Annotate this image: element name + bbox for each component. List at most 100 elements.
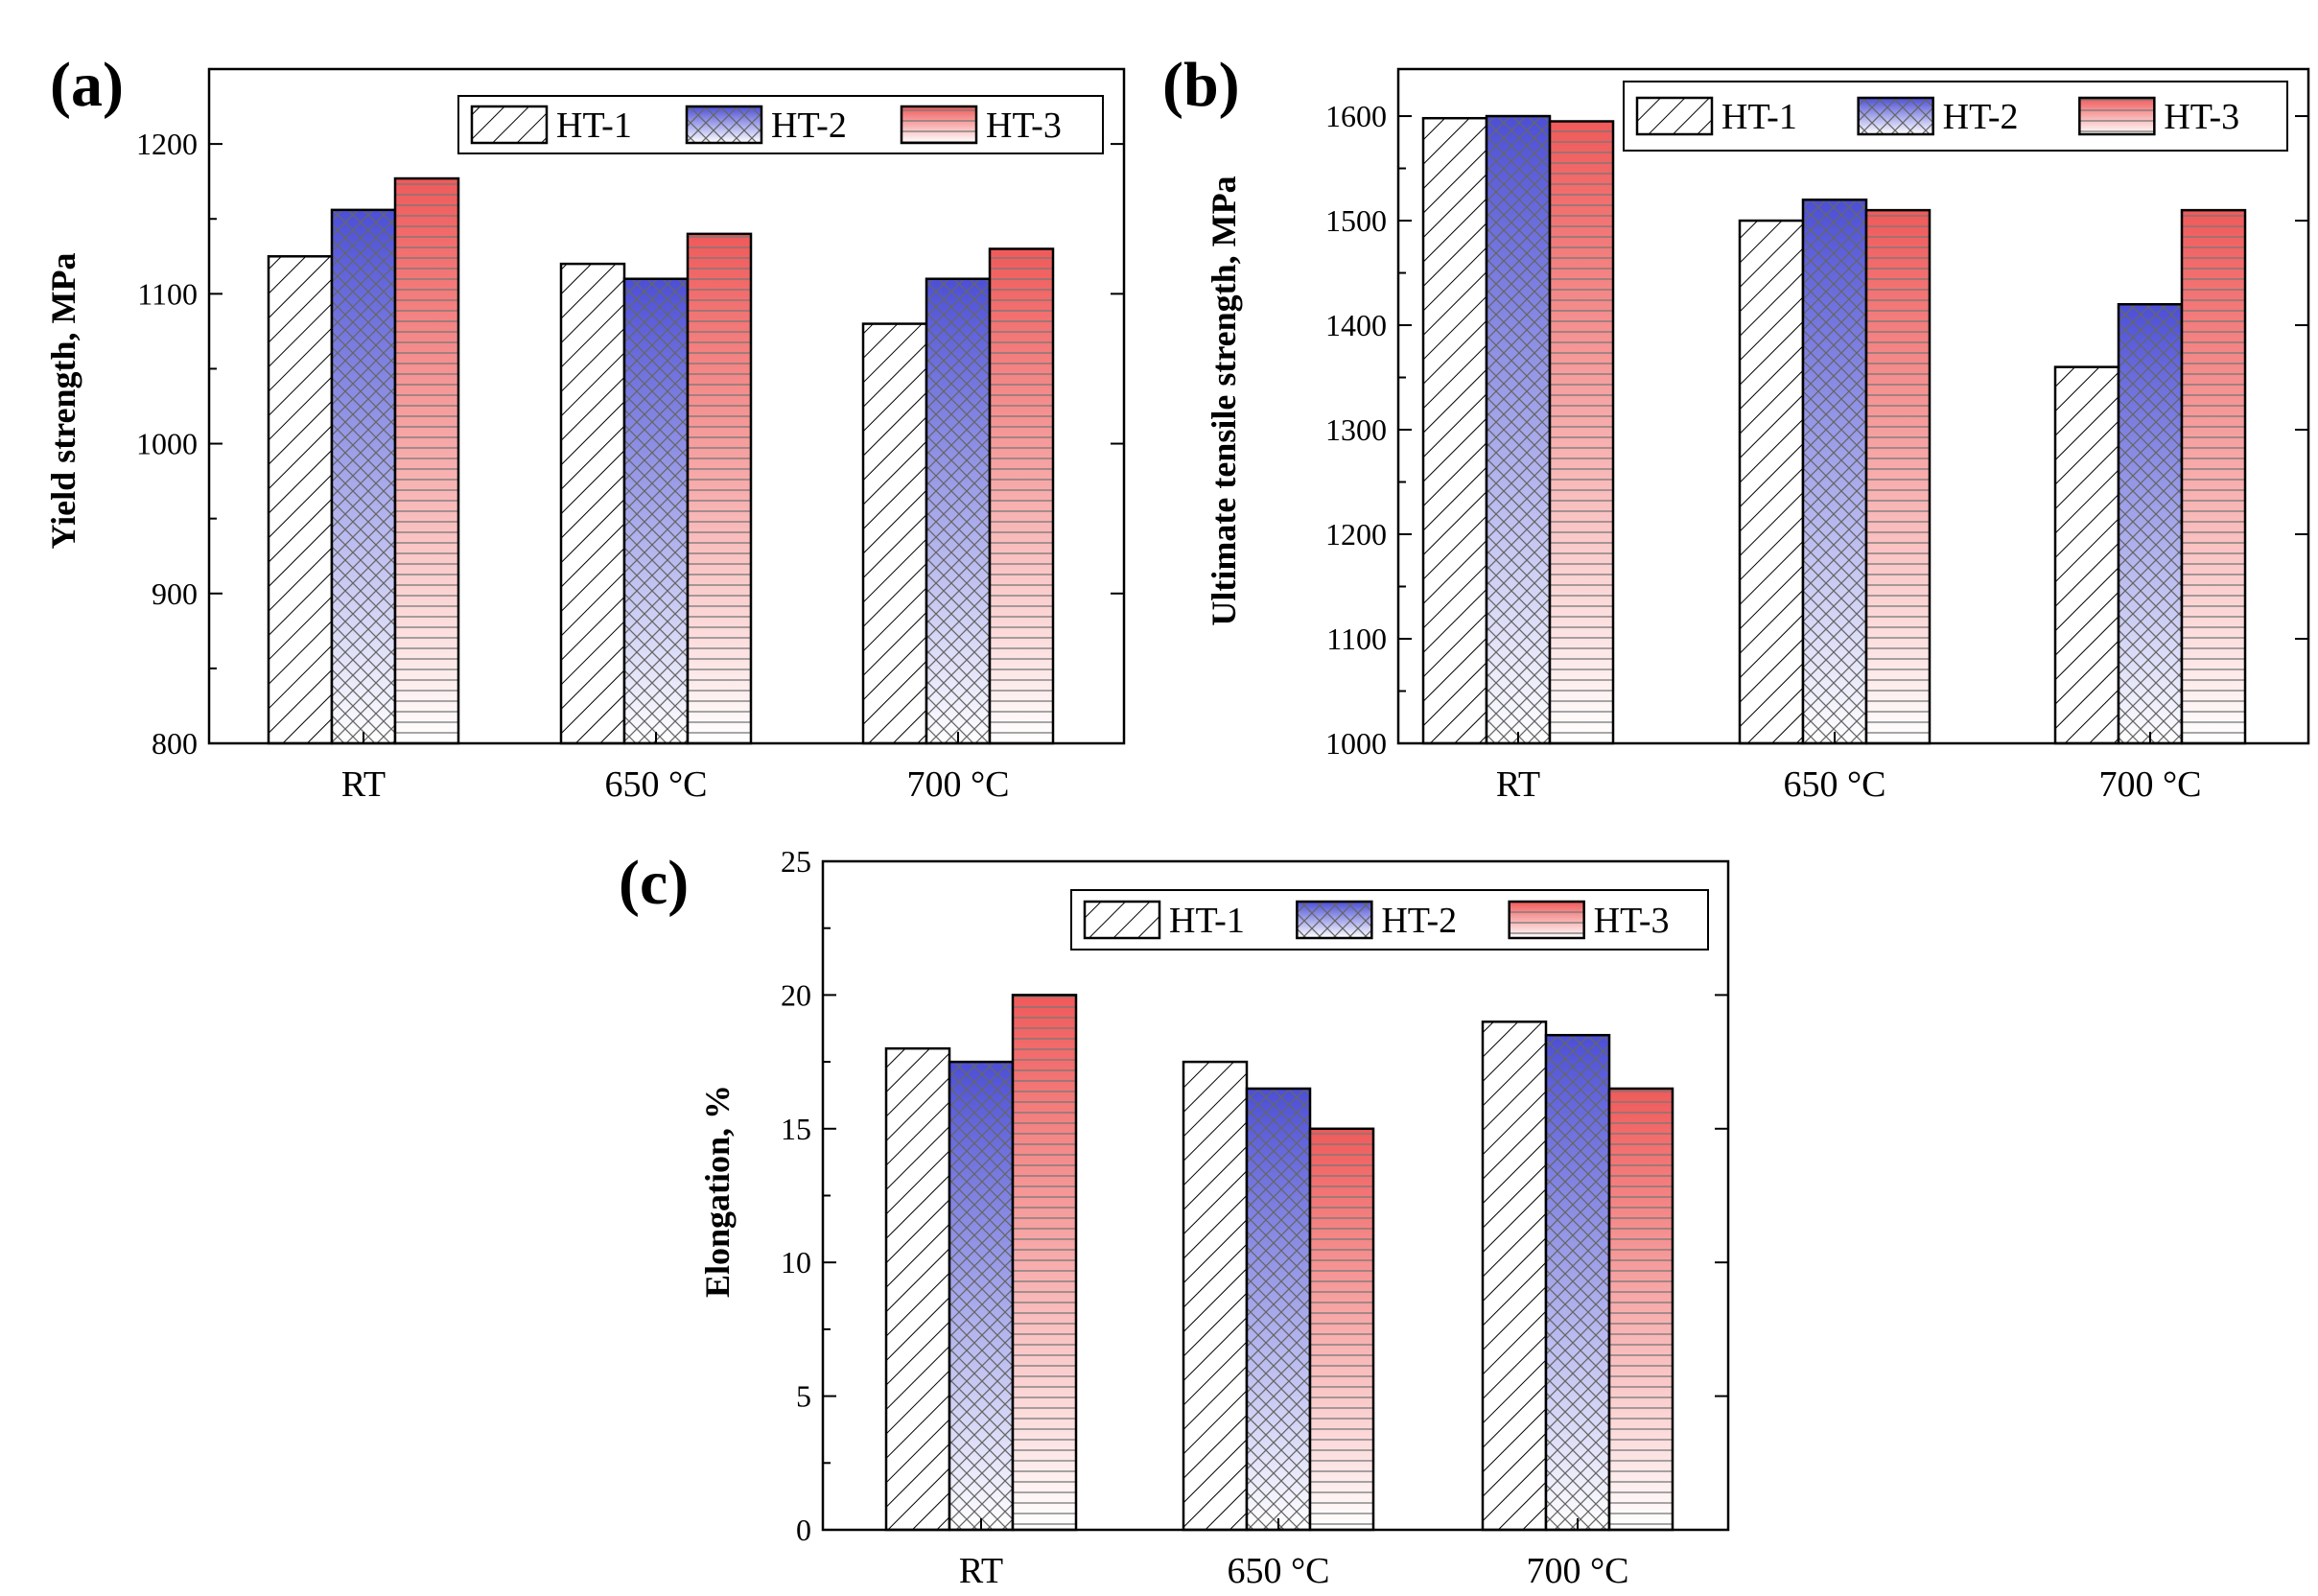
x-axis-c: RT 650 °C 700 °C [959, 1518, 1629, 1591]
bar-pattern [2182, 210, 2245, 744]
bar-ht-1-1 [1421, 116, 1488, 745]
y-tick-label: 1200 [136, 127, 198, 161]
bar-ht-3-2 [1864, 208, 1932, 745]
bar-pattern [1423, 118, 1487, 743]
legend-b: HT-1 HT-2 HT-3 [1623, 81, 2288, 152]
bar-pattern [624, 278, 688, 743]
bar-ht-3-2 [1308, 1127, 1375, 1532]
y-tick-label: 5 [796, 1379, 811, 1414]
y-tick-label: 1200 [1325, 517, 1387, 552]
bar-pattern [1183, 1062, 1247, 1530]
legend-swatch-outline [1296, 900, 1373, 940]
panel-c: (c) Elongation, % 0 5 10 15 20 25 RT 650 °C 700… [619, 844, 1730, 1591]
bar-ht-1-2 [1738, 219, 1805, 745]
legend-label: HT-2 [771, 106, 847, 146]
bar-ht-1-2 [1182, 1060, 1249, 1532]
panel-b: (b) Ultimate tensile strength, MPa 1000 1… [1162, 50, 2310, 805]
bar-ht-2-3 [1544, 1033, 1611, 1532]
bar-ht-1-1 [884, 1046, 951, 1532]
y-tick-label: 800 [152, 726, 198, 761]
bar-pattern [1310, 1128, 1373, 1530]
bars-b [1421, 114, 2247, 745]
y-tick-label: 1000 [1325, 726, 1387, 761]
bar-pattern [990, 248, 1053, 743]
y-tick-label: 10 [781, 1245, 811, 1279]
legend-label: HT-1 [1721, 97, 1797, 137]
y-tick-label: 1100 [1326, 622, 1387, 656]
x-tick-label: RT [959, 1551, 1003, 1591]
x-tick-label: RT [341, 764, 386, 805]
bar-pattern [1483, 1021, 1546, 1530]
y-tick-label: 0 [796, 1513, 811, 1547]
y-tick-label: 25 [781, 844, 811, 879]
legend-swatch-outline [2078, 96, 2156, 136]
bar-pattern [332, 209, 395, 744]
panel-label-c: (c) [619, 848, 689, 918]
legend-swatch-outline [1635, 96, 1714, 136]
legend-swatch-pattern [687, 106, 761, 143]
y-tick-label: 1500 [1325, 203, 1387, 238]
legend-box [457, 95, 1104, 154]
y-axis-title-a: Yield strength, MPa [44, 253, 82, 550]
legend-label: HT-3 [2164, 97, 2239, 137]
bar-ht-2-1 [948, 1060, 1015, 1532]
bar-pattern [1866, 210, 1930, 744]
legend-swatch-pattern [901, 106, 976, 143]
legend-swatch-outline [470, 105, 549, 145]
plot-frame-a [207, 67, 1126, 745]
legend-swatch-pattern [2079, 98, 2155, 134]
panel-label-b: (b) [1162, 50, 1240, 120]
bar-pattern [1609, 1088, 1673, 1530]
y-axis-a: 800 900 1000 1100 1200 [136, 127, 1124, 761]
bar-ht-2-2 [622, 277, 690, 745]
y-tick-label: 1100 [137, 276, 198, 311]
legend-item-ht-1: HT-1 [1635, 96, 1797, 137]
legend-label: HT-1 [1169, 901, 1245, 941]
bar-ht-2-2 [1245, 1087, 1312, 1532]
bar-ht-3-1 [1011, 994, 1078, 1532]
legend-label: HT-2 [1943, 97, 2019, 137]
legend-c: HT-1 HT-2 HT-3 [1070, 889, 1709, 951]
legend-label: HT-3 [986, 106, 1062, 146]
bar-pattern [1803, 200, 1866, 744]
legend-swatch-outline [900, 105, 978, 145]
y-axis-title-b: Ultimate tensile strength, MPa [1205, 176, 1243, 625]
bar-ht-1-2 [559, 262, 626, 745]
y-axis-c: 0 5 10 15 20 25 [781, 844, 1728, 1547]
y-tick-label: 1000 [136, 427, 198, 461]
y-tick-label: 15 [781, 1112, 811, 1146]
bar-ht-3-3 [2180, 208, 2247, 745]
bar-pattern [2119, 304, 2182, 743]
legend-label: HT-3 [1594, 901, 1670, 941]
legend-swatch-outline [685, 105, 763, 145]
panel-label-a: (a) [50, 50, 124, 120]
bar-ht-1-1 [267, 255, 334, 745]
legend-swatch-outline [1083, 900, 1161, 940]
x-axis-a: RT 650 °C 700 °C [341, 732, 1010, 805]
bar-pattern [395, 178, 458, 743]
x-tick-label: 650 °C [604, 764, 707, 805]
bar-pattern [926, 278, 990, 743]
y-tick-label: 1300 [1325, 412, 1387, 447]
y-tick-label: 20 [781, 977, 811, 1012]
legend-box [1623, 81, 2288, 152]
legend-item-ht-2: HT-2 [685, 105, 847, 146]
bar-ht-3-3 [988, 247, 1055, 745]
bar-pattern [1740, 221, 1803, 743]
bar-pattern [1487, 116, 1550, 743]
bar-ht-1-3 [861, 322, 928, 745]
x-tick-label: 650 °C [1783, 764, 1885, 805]
x-tick-label: RT [1496, 764, 1540, 805]
y-tick-label: 900 [152, 576, 198, 611]
bar-ht-2-3 [2117, 302, 2184, 745]
legend-item-ht-2: HT-2 [1296, 900, 1457, 941]
bar-pattern [886, 1048, 949, 1530]
legend-swatch-pattern [1858, 98, 1933, 134]
y-tick-label: 1600 [1325, 99, 1387, 133]
legend-box [1070, 889, 1709, 951]
y-tick-label: 1400 [1325, 308, 1387, 342]
bar-ht-3-1 [393, 176, 460, 745]
legend-label: HT-1 [556, 106, 632, 146]
legend-swatch-pattern [1297, 902, 1372, 938]
bars-c [884, 994, 1674, 1532]
